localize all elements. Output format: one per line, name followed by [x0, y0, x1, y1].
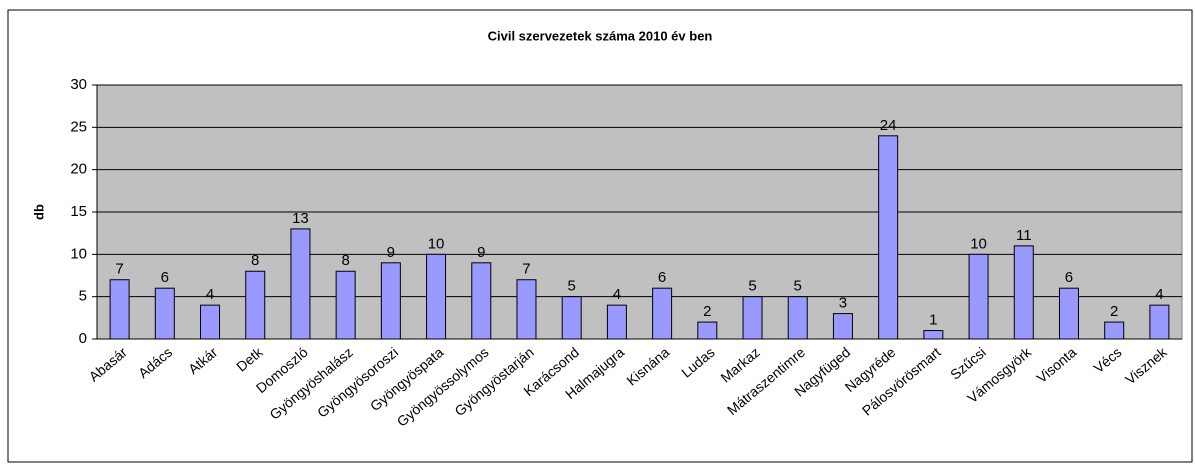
bar [1013, 245, 1034, 340]
bar [968, 253, 989, 340]
bar [652, 287, 673, 340]
bar [878, 135, 899, 340]
data-label: 9 [387, 244, 395, 261]
data-label: 5 [568, 278, 576, 295]
data-label: 24 [880, 117, 897, 134]
bar [154, 287, 175, 340]
data-label: 6 [1065, 269, 1073, 286]
data-label: 1 [929, 312, 937, 329]
bar [290, 228, 311, 340]
data-label: 5 [748, 278, 756, 295]
data-label: 7 [522, 261, 530, 278]
data-label: 8 [341, 252, 349, 269]
bar [1104, 321, 1125, 340]
bar [787, 296, 808, 340]
data-label: 4 [206, 286, 214, 303]
chart-title: Civil szervezetek száma 2010 év ben [488, 28, 713, 43]
y-tick-label: 15 [70, 203, 87, 220]
y-tick-label: 25 [70, 118, 87, 135]
y-tick-label: 5 [79, 288, 87, 305]
bar [109, 279, 130, 340]
bar [923, 330, 944, 340]
data-label: 2 [1110, 303, 1118, 320]
bar [832, 313, 853, 340]
data-label: 6 [658, 269, 666, 286]
data-label: 7 [115, 261, 123, 278]
bar [516, 279, 537, 340]
data-label: 4 [613, 286, 621, 303]
y-tick-label: 10 [70, 245, 87, 262]
bar [561, 296, 582, 340]
data-label: 5 [794, 278, 802, 295]
bar [380, 262, 401, 340]
data-label: 9 [477, 244, 485, 261]
bar [335, 270, 356, 340]
bar [200, 304, 221, 340]
bar [697, 321, 718, 340]
data-label: 11 [1016, 227, 1032, 244]
bar [742, 296, 763, 340]
y-axis-label: db [31, 204, 46, 220]
data-label: 3 [839, 295, 847, 312]
bar [471, 262, 492, 340]
data-label: 4 [1155, 286, 1163, 303]
bar [426, 253, 447, 340]
data-label: 8 [251, 252, 259, 269]
data-label: 13 [292, 210, 309, 227]
bar [1149, 304, 1170, 340]
bar [606, 304, 627, 340]
data-label: 6 [161, 269, 169, 286]
data-label: 2 [703, 303, 711, 320]
data-label: 10 [970, 235, 987, 252]
y-tick-label: 0 [79, 330, 87, 347]
bar [1058, 287, 1079, 340]
bar [245, 270, 266, 340]
y-tick-label: 30 [70, 76, 87, 93]
y-tick-label: 20 [70, 161, 87, 178]
data-label: 10 [428, 235, 445, 252]
